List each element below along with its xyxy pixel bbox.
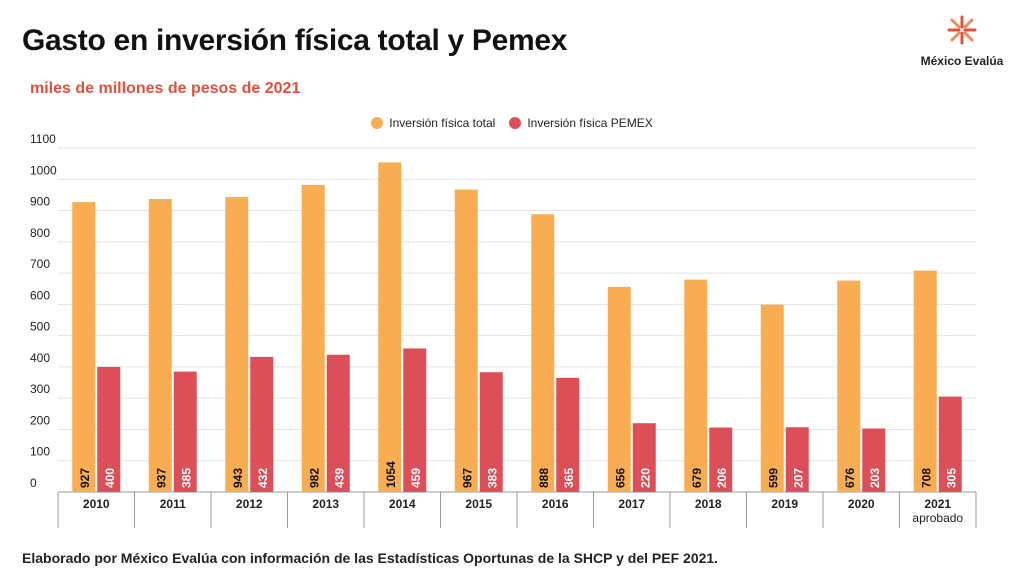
- bar: [862, 428, 886, 492]
- x-tick-label: 2011: [160, 497, 186, 511]
- y-tick-label: 100: [30, 445, 50, 459]
- x-tick-label: 2013: [312, 497, 339, 511]
- mexico-evalua-logo: México Evalúa: [912, 12, 1012, 72]
- legend-item-pemex: Inversión física PEMEX: [509, 116, 653, 130]
- bar: [403, 348, 427, 492]
- data-label: 982: [307, 468, 321, 488]
- data-label: 676: [843, 468, 857, 488]
- y-tick-label: 800: [30, 226, 50, 240]
- bar: [531, 214, 555, 492]
- data-label: 459: [409, 468, 423, 488]
- x-tick-label: 2016: [542, 497, 569, 511]
- bar: [607, 286, 631, 492]
- logo-star-icon: [947, 15, 977, 45]
- bar: [684, 279, 708, 492]
- data-label: 220: [638, 468, 652, 488]
- data-label: 888: [537, 468, 551, 488]
- bar: [378, 162, 402, 493]
- bar: [709, 427, 733, 492]
- x-tick-label: aprobado: [912, 511, 963, 525]
- y-tick-label: 300: [30, 382, 50, 396]
- data-label: 383: [485, 468, 499, 488]
- data-label: 599: [766, 468, 780, 488]
- chart-subtitle: miles de millones de pesos de 2021: [30, 80, 301, 97]
- bar: [72, 202, 96, 493]
- y-tick-label: 500: [30, 320, 50, 334]
- data-label: 937: [154, 468, 168, 488]
- y-tick-label: 1000: [30, 163, 57, 177]
- data-label: 207: [791, 468, 805, 488]
- data-label: 400: [103, 468, 117, 488]
- x-tick-label: 2015: [465, 497, 492, 511]
- data-label: 1054: [384, 461, 398, 488]
- data-label: 305: [944, 468, 958, 488]
- data-label: 203: [868, 468, 882, 488]
- bar: [785, 427, 809, 492]
- bar: [301, 184, 325, 492]
- data-label: 206: [715, 468, 729, 488]
- bar: [250, 356, 274, 492]
- data-label: 943: [231, 468, 245, 488]
- x-tick-label: 2021: [924, 497, 951, 511]
- bar: [913, 270, 937, 492]
- data-label: 439: [332, 468, 346, 488]
- legend-label-total: Inversión física total: [389, 116, 496, 130]
- bar: [225, 197, 249, 492]
- x-tick-label: 2018: [695, 497, 722, 511]
- bar: [97, 366, 121, 492]
- x-tick-label: 2017: [618, 497, 645, 511]
- y-tick-label: 600: [30, 288, 50, 302]
- legend-item-total: Inversión física total: [371, 116, 495, 130]
- legend-swatch-pemex: [509, 117, 522, 129]
- y-tick-label: 400: [30, 351, 50, 365]
- source-note: Elaborado por México Evalúa con informac…: [22, 550, 719, 566]
- bar: [632, 423, 656, 492]
- legend-label-pemex: Inversión física PEMEX: [527, 116, 653, 130]
- y-tick-label: 200: [30, 413, 50, 427]
- bar-chart: 0 100 200 300 400 500 600 700 800 900 1000 1100 927 4…: [30, 132, 977, 528]
- y-tick-label: 1100: [30, 132, 56, 146]
- chart-legend: Inversión física total Inversión física …: [0, 116, 1024, 130]
- bar: [148, 198, 172, 492]
- y-tick-label: 900: [30, 195, 50, 209]
- x-tick-label: 2014: [389, 497, 416, 511]
- data-label: 967: [460, 468, 474, 488]
- data-label: 927: [78, 468, 92, 488]
- bar: [454, 189, 478, 493]
- y-tick-label: 0: [30, 476, 37, 490]
- x-tick-label: 2019: [771, 497, 798, 511]
- data-label: 385: [179, 468, 193, 488]
- x-tick-label: 2010: [83, 497, 110, 511]
- x-tick-label: 2020: [848, 497, 875, 511]
- y-tick-label: 700: [30, 257, 50, 271]
- data-label: 679: [690, 468, 704, 488]
- data-label: 432: [256, 468, 270, 488]
- bar: [760, 304, 784, 492]
- data-label: 708: [919, 468, 933, 488]
- chart-title: Gasto en inversión física total y Pemex: [22, 24, 568, 57]
- data-label: 365: [562, 468, 576, 488]
- bar: [173, 371, 197, 492]
- bar: [556, 377, 580, 492]
- bar: [479, 372, 503, 492]
- bar: [837, 280, 861, 492]
- legend-swatch-total: [371, 117, 384, 129]
- data-label: 656: [613, 468, 627, 488]
- x-tick-label: 2012: [236, 497, 263, 511]
- bar: [938, 396, 962, 492]
- logo-text: México Evalúa: [920, 54, 1004, 68]
- bar: [326, 354, 350, 492]
